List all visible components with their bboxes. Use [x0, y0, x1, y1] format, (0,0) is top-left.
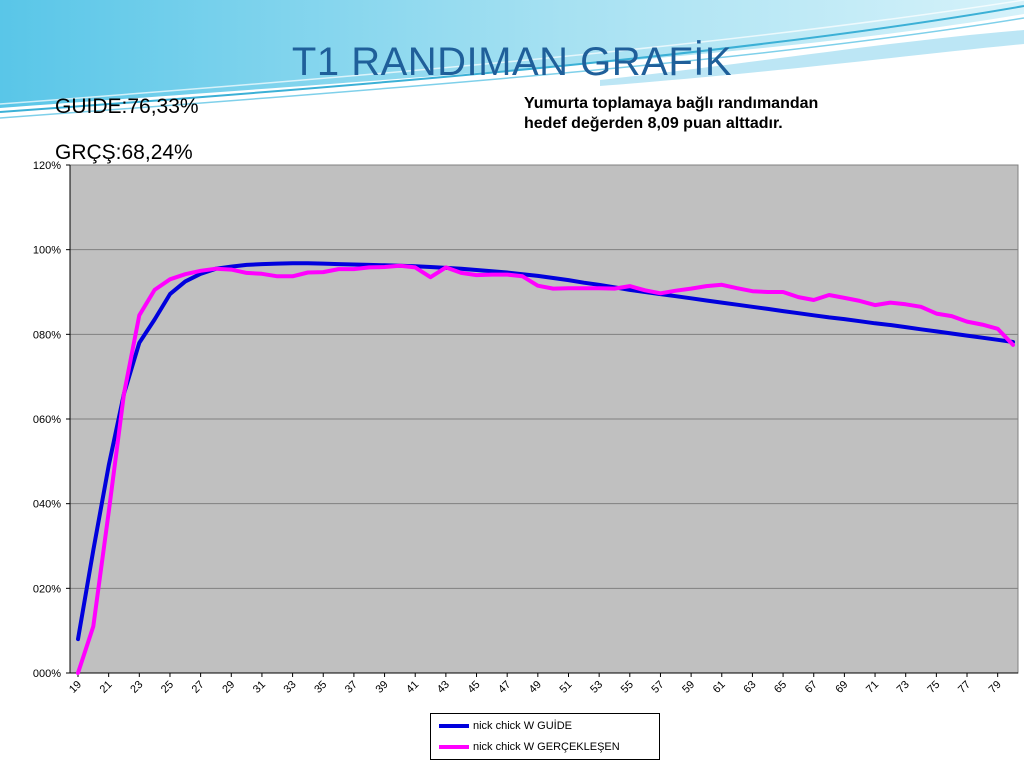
x-tick-label: 33	[282, 679, 299, 696]
x-tick-label: 27	[190, 679, 207, 696]
x-tick-label: 55	[619, 679, 636, 696]
x-tick-label: 61	[711, 679, 728, 696]
legend-swatch-actual	[439, 745, 469, 749]
x-tick-label: 75	[925, 679, 942, 696]
x-tick-label: 67	[803, 679, 820, 696]
x-tick-label: 35	[312, 679, 329, 696]
x-tick-label: 71	[864, 679, 881, 696]
x-tick-label: 47	[496, 679, 513, 696]
x-tick-label: 19	[67, 679, 84, 696]
x-tick-label: 51	[557, 679, 574, 696]
y-tick-label: 080%	[33, 329, 61, 341]
legend-label-guide: nick chick W GUİDE	[473, 720, 573, 732]
x-tick-label: 77	[956, 679, 973, 696]
x-tick-label: 65	[772, 679, 789, 696]
note-text: Yumurta toplamaya bağlı randımandan hede…	[524, 94, 944, 134]
legend-swatch-guide	[439, 724, 469, 728]
guide-stat: GUIDE:76,33%	[55, 95, 199, 118]
y-tick-label: 120%	[33, 160, 61, 172]
x-tick-label: 59	[680, 679, 697, 696]
note-line-1: Yumurta toplamaya bağlı randımandan	[524, 95, 819, 112]
y-tick-label: 040%	[33, 499, 61, 511]
x-tick-label: 73	[895, 679, 912, 696]
note-line-2: hedef değerden 8,09 puan alttadır.	[524, 115, 783, 132]
x-tick-label: 41	[404, 679, 421, 696]
chart-legend: nick chick W GUİDE nick chick W GERÇEKLE…	[430, 713, 660, 760]
y-tick-label: 060%	[33, 414, 61, 426]
x-tick-label: 79	[987, 679, 1004, 696]
y-tick-label: 000%	[33, 668, 61, 680]
x-tick-label: 63	[741, 679, 758, 696]
x-tick-label: 43	[435, 679, 452, 696]
x-tick-label: 37	[343, 679, 360, 696]
slide-title: T1 RANDIMAN GRAFİK	[291, 40, 733, 84]
x-tick-label: 25	[159, 679, 176, 696]
actual-series-line	[76, 263, 1015, 675]
legend-label-actual: nick chick W GERÇEKLEŞEN	[473, 741, 620, 753]
x-tick-label: 53	[588, 679, 605, 696]
actual-stat: GRÇŞ:68,24%	[55, 141, 193, 164]
header-swoosh-decoration	[0, 0, 1024, 119]
y-tick-label: 020%	[33, 583, 61, 595]
x-tick-label: 23	[128, 679, 145, 696]
x-tick-label: 45	[465, 679, 482, 696]
legend-item-guide: nick chick W GUİDE	[439, 717, 572, 735]
x-tick-label: 57	[649, 679, 666, 696]
x-tick-label: 39	[374, 679, 391, 696]
x-tick-label: 49	[527, 679, 544, 696]
x-tick-label: 29	[220, 679, 237, 696]
y-tick-label: 100%	[33, 245, 61, 257]
guide-series-line	[76, 261, 1015, 642]
x-tick-label: 69	[833, 679, 850, 696]
x-tick-label: 31	[251, 679, 268, 696]
x-tick-label: 21	[98, 679, 115, 696]
legend-item-actual: nick chick W GERÇEKLEŞEN	[439, 738, 620, 756]
